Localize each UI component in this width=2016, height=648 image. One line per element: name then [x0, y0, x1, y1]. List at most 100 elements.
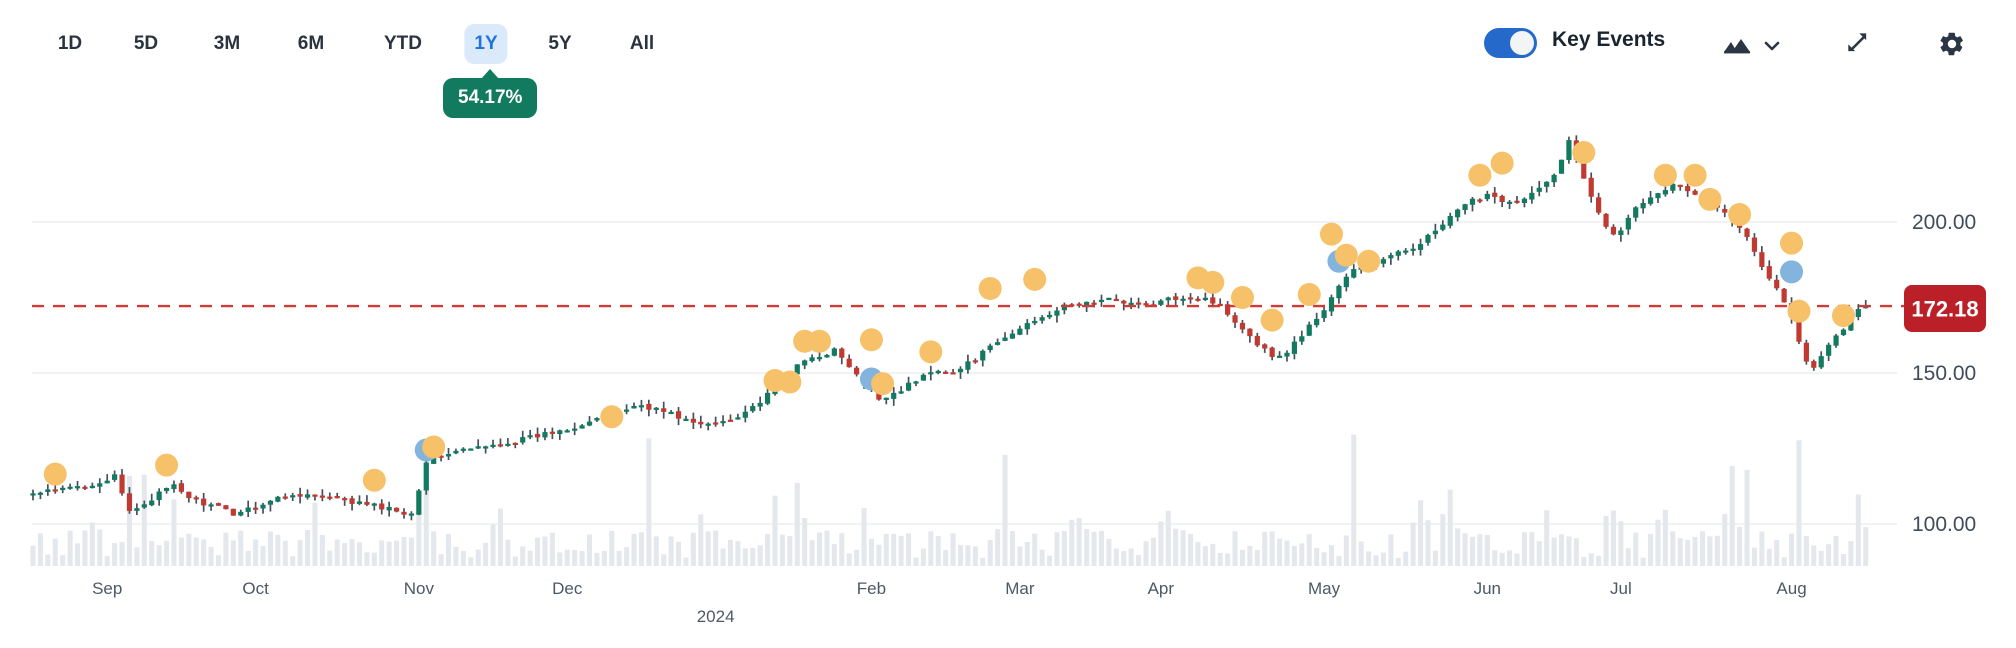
key-event-marker-yellow[interactable]: [1320, 222, 1343, 246]
range-button-5d[interactable]: 5D: [124, 24, 168, 64]
candle-up: [1403, 250, 1409, 253]
candle-down: [846, 358, 852, 368]
key-event-marker-yellow[interactable]: [1572, 141, 1596, 165]
candle-down: [1796, 317, 1802, 342]
key-events-toggle[interactable]: [1484, 28, 1537, 58]
candle-up: [1046, 314, 1053, 318]
range-button-6m[interactable]: 6M: [288, 24, 334, 64]
candle-up: [67, 486, 73, 489]
key-event-marker-yellow[interactable]: [1728, 202, 1752, 226]
range-button-1d[interactable]: 1D: [48, 24, 92, 64]
key-event-marker-yellow[interactable]: [1490, 151, 1514, 175]
key-event-marker-yellow[interactable]: [43, 462, 67, 486]
mountain-chart-icon: [1722, 39, 1754, 59]
key-event-marker-yellow[interactable]: [1698, 187, 1722, 211]
candle-down: [1596, 197, 1602, 213]
candle-down: [698, 421, 704, 425]
candle-up: [1840, 329, 1847, 336]
key-event-marker-yellow[interactable]: [1780, 231, 1804, 255]
candle-up: [431, 455, 437, 464]
key-event-marker-yellow[interactable]: [1297, 282, 1321, 306]
key-event-markers-group[interactable]: [43, 141, 1855, 492]
key-event-marker-yellow[interactable]: [362, 468, 386, 492]
key-event-marker-yellow[interactable]: [1653, 163, 1677, 187]
key-event-marker-yellow[interactable]: [919, 340, 943, 364]
candle-up: [1826, 344, 1832, 356]
candle-up: [935, 370, 941, 374]
candle-up: [1084, 301, 1090, 306]
candle-down: [839, 348, 845, 358]
candle-up: [112, 474, 118, 480]
candle-up: [720, 421, 726, 424]
x-axis-month-label: Jul: [1610, 579, 1632, 598]
key-event-marker-yellow[interactable]: [1683, 163, 1707, 187]
candle-up: [1061, 304, 1067, 311]
candle-up: [141, 504, 147, 508]
candle-down: [193, 497, 199, 500]
candle-up: [1032, 320, 1038, 324]
key-event-marker-yellow[interactable]: [1334, 243, 1358, 267]
candle-down: [1588, 177, 1594, 197]
settings-button[interactable]: [1938, 30, 1966, 58]
candle-down: [1811, 361, 1817, 368]
candle-up: [1670, 183, 1676, 191]
candle-up: [1388, 255, 1394, 259]
range-button-all[interactable]: All: [620, 24, 664, 64]
range-button-1y[interactable]: 1Y: [464, 24, 508, 64]
candle-up: [1506, 201, 1513, 204]
key-event-marker-yellow[interactable]: [778, 370, 802, 394]
x-axis-month-label: Sep: [92, 579, 122, 598]
toggle-knob: [1510, 31, 1534, 55]
candle-up: [1536, 187, 1542, 192]
key-event-marker-yellow[interactable]: [871, 372, 895, 396]
x-axis-month-label: May: [1308, 579, 1341, 598]
fullscreen-button[interactable]: [1845, 30, 1871, 56]
candle-up: [624, 409, 630, 412]
range-button-5y[interactable]: 5Y: [538, 24, 581, 64]
key-event-marker-yellow[interactable]: [978, 276, 1002, 300]
key-event-marker-yellow[interactable]: [1201, 270, 1225, 294]
candle-up: [45, 489, 51, 492]
candle-up: [542, 432, 548, 438]
chart-type-button[interactable]: [1722, 36, 1754, 56]
candle-down: [1247, 328, 1253, 337]
key-event-marker-yellow[interactable]: [859, 328, 883, 352]
key-event-marker-yellow[interactable]: [1230, 286, 1254, 309]
range-button-ytd[interactable]: YTD: [374, 24, 432, 64]
candles-group[interactable]: [30, 135, 1869, 521]
x-axis-month-label: Nov: [404, 579, 435, 598]
candle-up: [1343, 276, 1349, 288]
x-axis-month-label: Oct: [242, 579, 269, 598]
candle-down: [1173, 296, 1179, 300]
candle-up: [1024, 323, 1030, 330]
y-axis-label: 150.00: [1912, 362, 1976, 385]
key-event-marker-yellow[interactable]: [1260, 308, 1284, 332]
candle-up: [1855, 309, 1861, 317]
key-event-marker-yellow[interactable]: [1787, 299, 1811, 323]
candle-down: [1781, 288, 1787, 303]
chart-type-dropdown[interactable]: [1763, 40, 1781, 52]
candle-up: [1202, 297, 1208, 300]
candle-up: [1336, 285, 1342, 299]
candle-down: [1232, 315, 1238, 323]
candle-up: [735, 417, 741, 420]
candle-down: [690, 418, 696, 423]
key-event-marker-yellow[interactable]: [808, 329, 832, 353]
candle-up: [245, 507, 251, 512]
candle-down: [253, 507, 259, 510]
key-event-marker-yellow[interactable]: [422, 435, 446, 459]
key-event-marker-yellow[interactable]: [1357, 249, 1381, 273]
key-event-marker-blue[interactable]: [1780, 260, 1804, 284]
key-event-marker-yellow[interactable]: [155, 453, 179, 477]
key-event-marker-yellow[interactable]: [600, 405, 624, 429]
key-event-marker-yellow[interactable]: [1023, 267, 1047, 291]
range-button-3m[interactable]: 3M: [204, 24, 250, 64]
candle-up: [1625, 217, 1631, 230]
candle-up: [1054, 310, 1060, 316]
candle-down: [661, 408, 667, 412]
key-event-marker-yellow[interactable]: [1831, 304, 1855, 328]
key-event-marker-yellow[interactable]: [1468, 163, 1492, 187]
candle-down: [1477, 199, 1483, 202]
candle-up: [757, 402, 763, 407]
